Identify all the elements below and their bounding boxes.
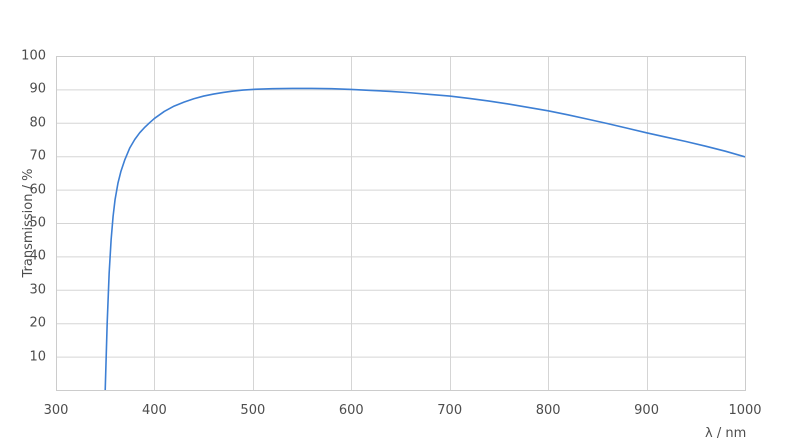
plot-frame	[56, 56, 746, 391]
x-axis-tick-label: 900	[634, 403, 659, 418]
x-axis-tick-label: 1000	[728, 403, 762, 418]
x-axis-tick-label: 500	[240, 403, 266, 418]
x-axis-tick-label: 600	[338, 403, 364, 418]
y-axis-tick-label: 20	[29, 315, 46, 331]
y-axis-tick-label: 90	[29, 81, 46, 97]
gridlines	[56, 56, 746, 390]
x-axis-tick-label: 700	[437, 403, 463, 418]
y-axis-tick-label: 70	[29, 148, 46, 164]
x-axis-tick-label: 800	[535, 403, 561, 418]
y-axis-tick-label: 10	[29, 349, 46, 365]
y-axis-tick-label: 80	[29, 115, 46, 131]
x-axis-tick-label: 400	[142, 403, 167, 418]
x-axis-title: λ / nm	[705, 426, 747, 441]
x-axis-tick-label: 300	[43, 403, 69, 418]
y-axis-tick-label: 50	[29, 215, 46, 231]
y-axis-tick-label: 100	[21, 48, 46, 64]
data-line-series-0	[104, 87, 745, 390]
y-axis-tick-label: 40	[29, 248, 46, 264]
y-axis-title: Transmission / %	[21, 168, 36, 278]
y-axis-tick-label: 30	[29, 282, 46, 298]
y-axis-tick-label: 60	[29, 182, 46, 198]
axis-border	[56, 56, 746, 391]
